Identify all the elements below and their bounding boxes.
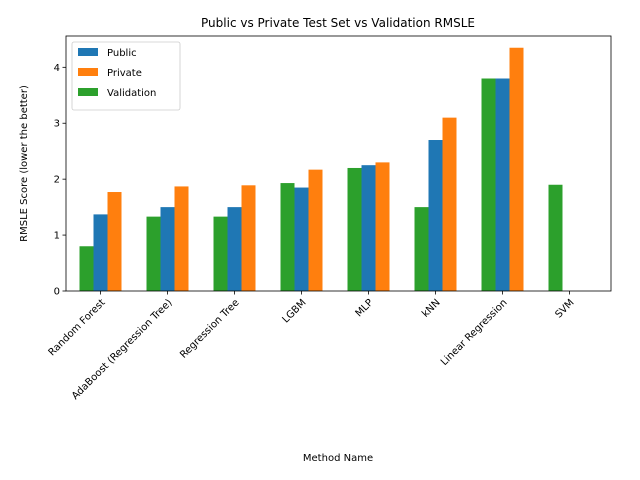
bar-public-3 bbox=[294, 187, 309, 291]
bar-public-5 bbox=[428, 140, 443, 291]
y-tick-label: 1 bbox=[54, 231, 60, 242]
bar-private-6 bbox=[509, 47, 524, 291]
bar-validation-2 bbox=[213, 216, 228, 292]
chart-title: Public vs Private Test Set vs Validation… bbox=[201, 16, 475, 30]
bar-private-1 bbox=[174, 186, 189, 291]
y-tick-label: 0 bbox=[54, 287, 60, 298]
bar-public-0 bbox=[93, 214, 108, 291]
legend-swatch-private bbox=[78, 68, 98, 76]
bar-validation-1 bbox=[146, 216, 161, 292]
bar-private-4 bbox=[375, 162, 390, 291]
legend-frame bbox=[71, 41, 181, 111]
legend: Public Private Validation bbox=[71, 41, 181, 111]
y-ticks: 0 1 2 3 4 bbox=[54, 63, 66, 298]
bar-validation-3 bbox=[280, 183, 295, 291]
y-tick-label: 3 bbox=[54, 119, 60, 130]
bar-private-3 bbox=[308, 169, 323, 291]
bar-validation-7 bbox=[548, 184, 563, 291]
legend-label-private: Private bbox=[107, 68, 142, 79]
legend-swatch-public bbox=[78, 48, 98, 56]
legend-label-public: Public bbox=[107, 48, 137, 59]
bar-public-1 bbox=[160, 207, 175, 291]
y-tick-label: 2 bbox=[54, 175, 60, 186]
x-axis-label: Method Name bbox=[303, 453, 373, 464]
bar-validation-5 bbox=[414, 207, 429, 291]
legend-label-validation: Validation bbox=[107, 88, 156, 99]
y-axis-label: RMSLE Score (lower the better) bbox=[19, 85, 30, 242]
bar-public-6 bbox=[495, 78, 510, 291]
bars-layer bbox=[79, 47, 563, 292]
bar-private-5 bbox=[442, 117, 457, 291]
bar-validation-6 bbox=[481, 78, 496, 291]
bar-public-4 bbox=[361, 165, 376, 291]
plot-frame bbox=[65, 35, 612, 292]
legend-swatch-validation bbox=[78, 88, 98, 96]
bar-validation-4 bbox=[347, 167, 362, 291]
y-tick-label: 4 bbox=[54, 63, 60, 74]
bar-public-2 bbox=[227, 207, 242, 291]
bar-private-0 bbox=[107, 192, 122, 291]
bar-private-2 bbox=[241, 185, 256, 291]
bar-validation-0 bbox=[79, 246, 94, 291]
